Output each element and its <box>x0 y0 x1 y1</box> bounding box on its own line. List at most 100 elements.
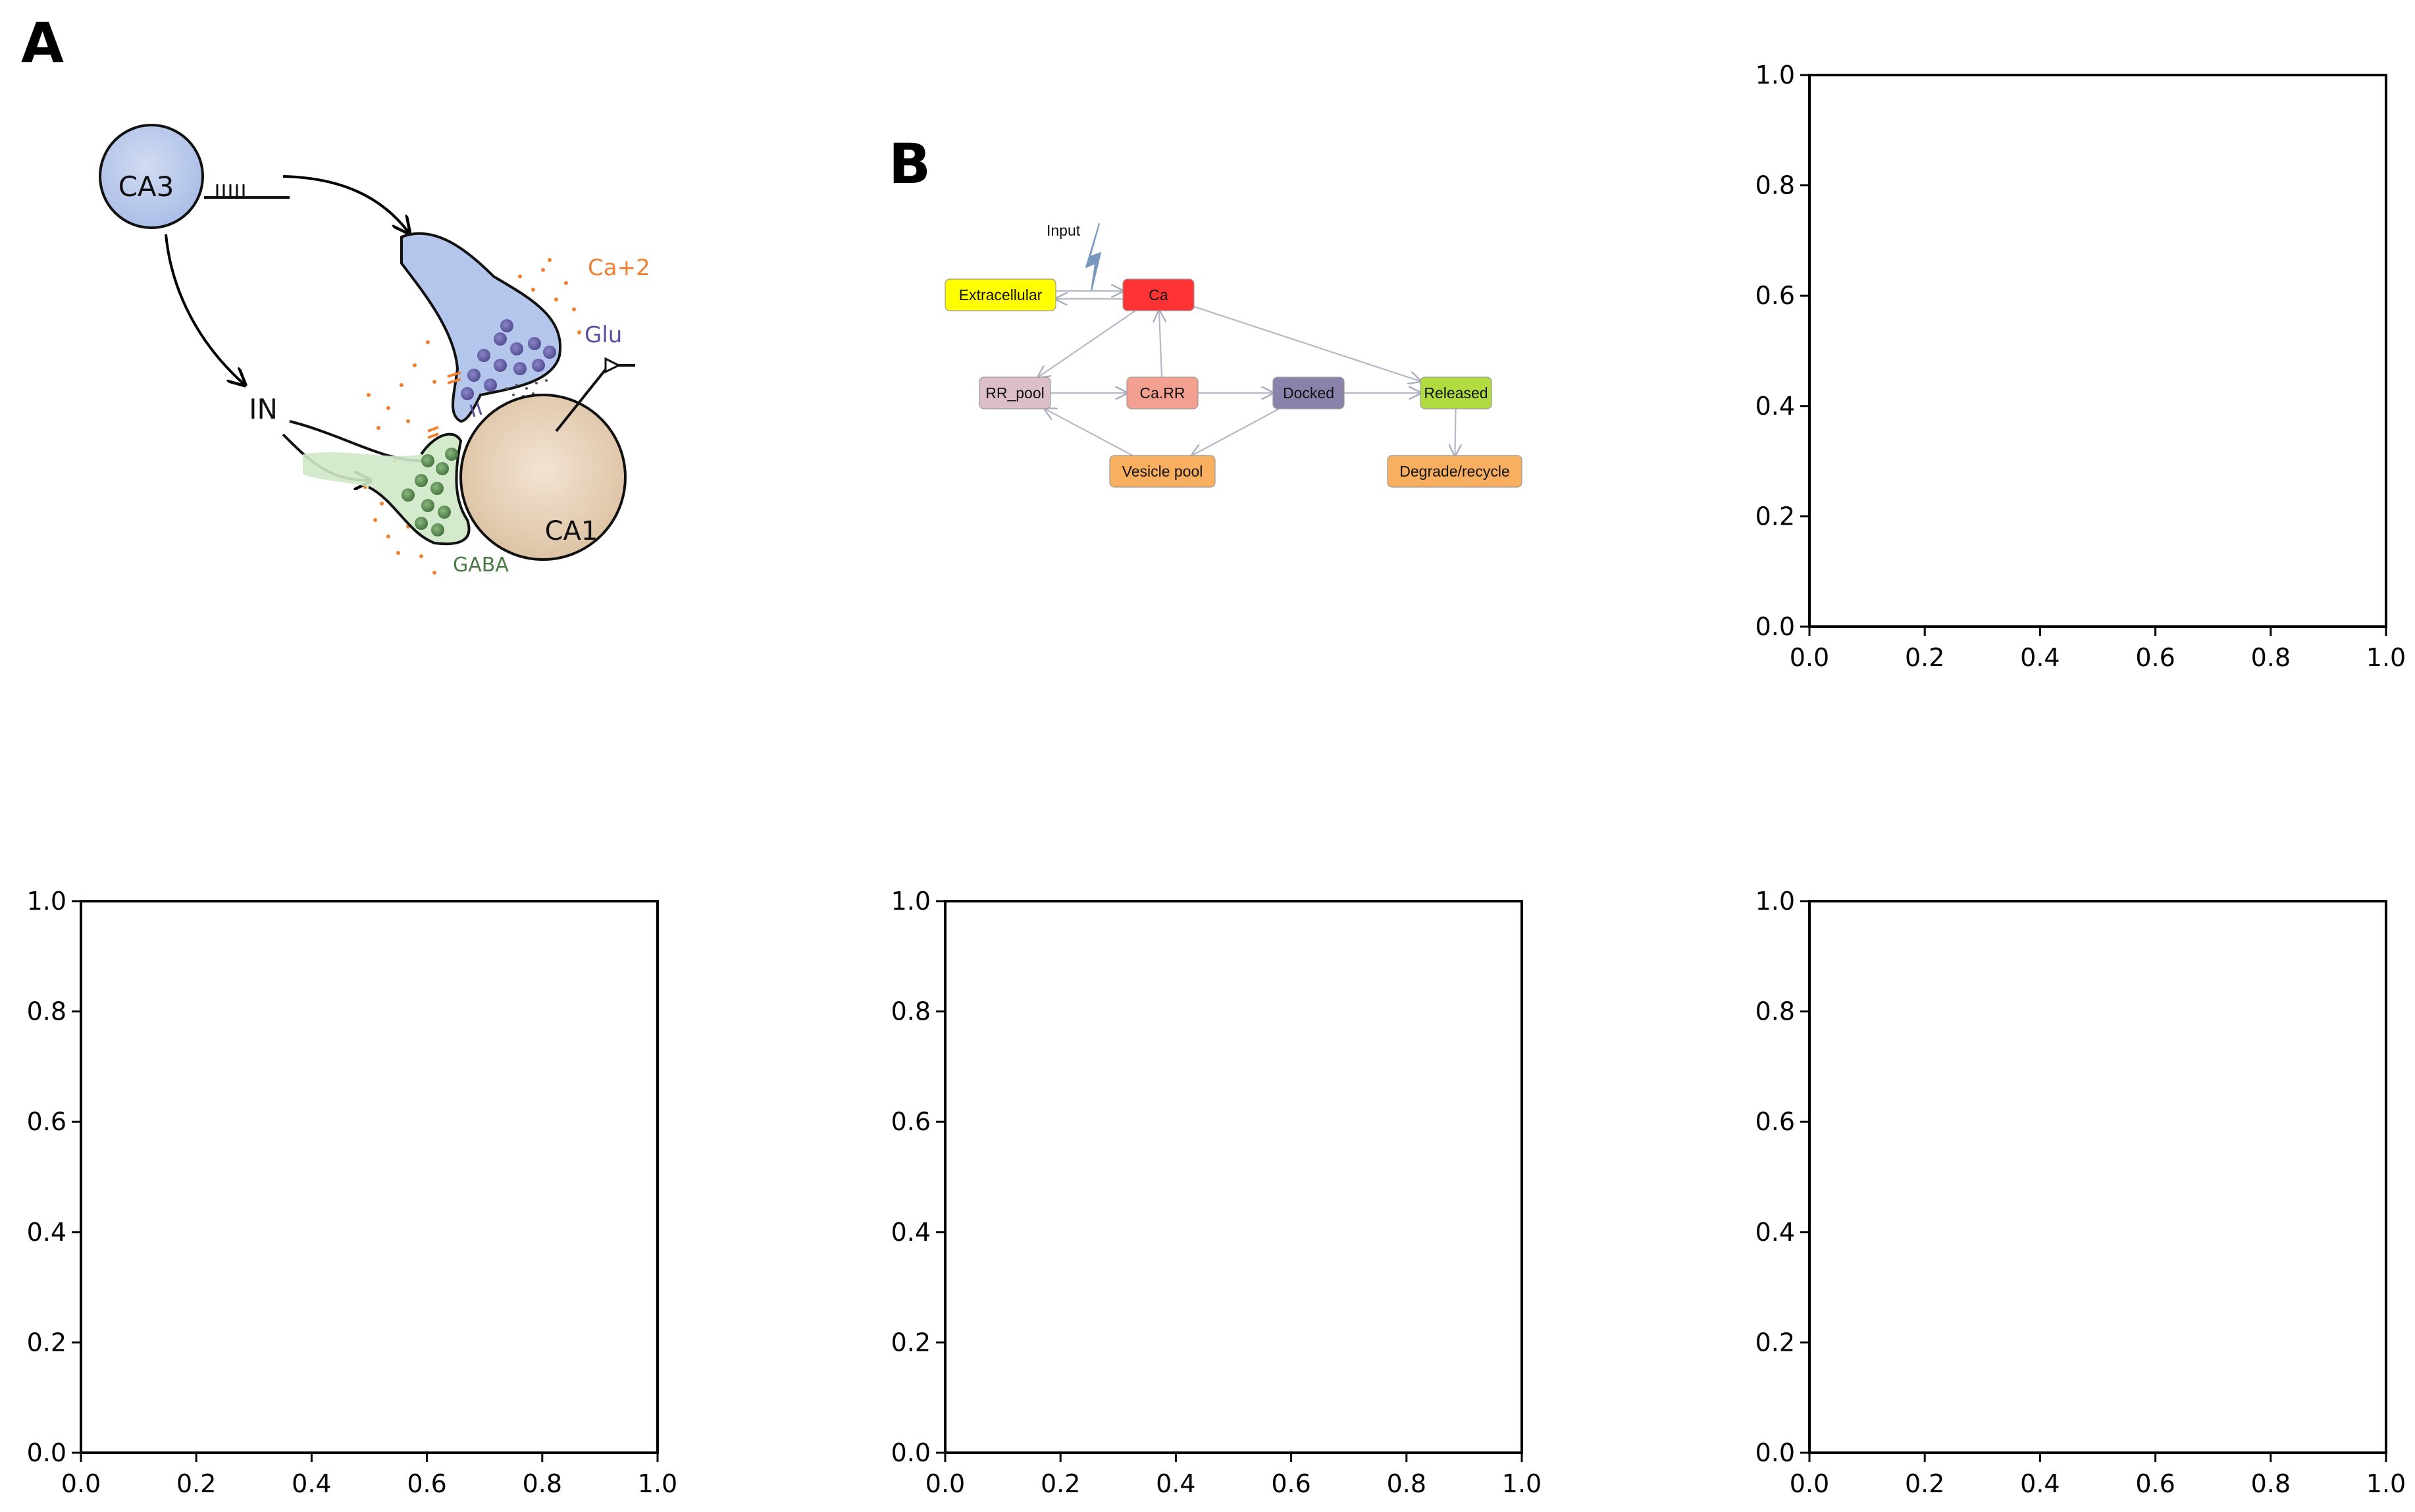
glutamate-label: Glu <box>584 322 622 348</box>
node-released: Released <box>1420 377 1492 409</box>
lightning-input-icon <box>1085 223 1101 292</box>
calcium-dots <box>363 258 581 575</box>
edge-ca_rr-to-ca <box>1159 311 1162 378</box>
node-label-docked: Docked <box>1283 384 1334 402</box>
empty-axes: 0.0 0.2 0.4 0.6 0.8 1.00.00.20.40.60.81.00.0 0… <box>27 61 2406 1498</box>
axes-frame <box>80 900 659 1454</box>
x-tick-label: 0.0 <box>1790 1469 1829 1498</box>
x-tick-label: 0.8 <box>1387 1469 1426 1498</box>
x-tick-label: 0.6 <box>1271 1469 1311 1498</box>
axes-4: 0.0 0.2 0.4 0.6 0.8 1.0 0.0 0.2 0.4 0.6 0.8 1.0 <box>1755 887 2406 1498</box>
y-tick-label: 0.8 <box>27 997 66 1026</box>
node-label-rr_pool: RR_pool <box>985 384 1045 402</box>
input-label: Input <box>1047 222 1081 239</box>
ca3-bouton <box>400 232 562 423</box>
y-tick-label: 0.6 <box>1755 1107 1795 1136</box>
gaba-label: GABA <box>453 554 509 577</box>
panel-b-letter: B <box>889 132 931 196</box>
x-tick-label: 0.8 <box>2251 643 2291 672</box>
node-box-ca <box>1122 278 1195 311</box>
y-tick-label: 1.0 <box>1755 887 1795 916</box>
calcium-channel-icon <box>427 371 461 439</box>
node-label-released: Released <box>1424 384 1488 402</box>
x-tick-label: 0.6 <box>2135 1469 2175 1498</box>
node-label-vesicle_pool: Vesicle pool <box>1122 463 1203 480</box>
node-box-released <box>1420 377 1492 409</box>
y-tick-label: 0.0 <box>27 1438 66 1467</box>
x-tick-label: 1.0 <box>1502 1469 1542 1498</box>
in-label: IN <box>249 393 278 425</box>
x-tick-label: 0.2 <box>1905 1469 1944 1498</box>
x-tick-label: 0.4 <box>2020 643 2060 672</box>
gaba-vesicles <box>402 448 458 536</box>
x-tick-label: 0.8 <box>2251 1469 2291 1498</box>
node-box-rr_pool <box>979 377 1051 409</box>
node-docked: Docked <box>1272 377 1345 409</box>
y-tick-label: 0.2 <box>1755 502 1795 531</box>
y-tick-label: 0.8 <box>1755 171 1795 200</box>
axes-frame <box>944 900 1523 1454</box>
spike-train-icon <box>216 184 245 197</box>
ca1-label: CA1 <box>545 516 598 546</box>
panel-a: A CA3 IN <box>21 11 650 577</box>
node-ca: Ca <box>1122 278 1195 311</box>
y-tick-label: 1.0 <box>1755 61 1795 90</box>
node-label-ca: Ca <box>1149 286 1168 303</box>
node-label-ca_rr: Ca.RR <box>1139 384 1185 402</box>
x-tick-label: 0.2 <box>1041 1469 1080 1498</box>
node-box-degrade <box>1387 455 1522 488</box>
panel-b: B Input Extracellular Ca RR_pool Ca.RR Docke… <box>889 132 1522 488</box>
glutamate-vesicles <box>461 319 556 400</box>
x-tick-label: 0.0 <box>925 1469 965 1498</box>
panel-a-letter: A <box>21 11 64 75</box>
y-tick-label: 0.8 <box>1755 997 1795 1026</box>
node-vesicle_pool: Vesicle pool <box>1109 455 1216 488</box>
y-tick-label: 0.4 <box>891 1218 931 1247</box>
x-tick-label: 1.0 <box>2366 1469 2406 1498</box>
x-tick-label: 0.4 <box>292 1469 331 1498</box>
edge-ca-to-released <box>1193 305 1420 381</box>
node-label-extracellular: Extracellular <box>959 286 1043 303</box>
x-tick-label: 0.4 <box>1156 1469 1195 1498</box>
y-tick-label: 0.4 <box>1755 392 1795 421</box>
axes-1: 0.0 0.2 0.4 0.6 0.8 1.0 0.0 0.2 0.4 0.6 0.8 1.0 <box>1755 61 2406 672</box>
y-tick-label: 0.2 <box>891 1328 931 1357</box>
axes-3: 0.0 0.2 0.4 0.6 0.8 1.0 0.0 0.2 0.4 0.6 0.8 1.0 <box>891 887 1542 1498</box>
y-tick-label: 0.6 <box>891 1107 931 1136</box>
ca1-dendrite <box>555 364 610 432</box>
recording-electrode-icon <box>604 357 621 374</box>
y-tick-label: 0.4 <box>27 1218 66 1247</box>
node-box-vesicle_pool <box>1109 455 1216 488</box>
y-tick-label: 0.8 <box>891 997 931 1026</box>
node-ca_rr: Ca.RR <box>1126 377 1199 409</box>
ca3-label: CA3 <box>118 170 174 203</box>
x-tick-label: 0.0 <box>61 1469 101 1498</box>
node-label-degrade: Degrade/recycle <box>1399 463 1509 480</box>
axes-2: 0.0 0.2 0.4 0.6 0.8 1.0 0.0 0.2 0.4 0.6 0.8 1.0 <box>27 887 678 1498</box>
node-box-docked <box>1272 377 1345 409</box>
gaba-bouton-fill <box>303 434 469 544</box>
ca3-to-in-arrow <box>165 234 244 384</box>
node-rr_pool: RR_pool <box>979 377 1051 409</box>
y-tick-label: 0.6 <box>1755 281 1795 310</box>
glutamate-receptor-icon <box>469 402 482 417</box>
y-tick-label: 1.0 <box>891 887 931 916</box>
x-tick-label: 1.0 <box>2366 643 2406 672</box>
x-tick-label: 0.8 <box>523 1469 562 1498</box>
axes-frame <box>1808 900 2387 1454</box>
y-tick-label: 1.0 <box>27 887 66 916</box>
edge-docked-to-vesicle_pool <box>1192 408 1280 456</box>
diagram-edges <box>1038 291 1455 456</box>
node-degrade: Degrade/recycle <box>1387 455 1522 488</box>
y-tick-label: 0.6 <box>27 1107 66 1136</box>
ca3-cell: CA3 <box>99 124 290 229</box>
axes-frame <box>1808 74 2387 628</box>
node-box-ca_rr <box>1126 377 1199 409</box>
x-tick-label: 0.4 <box>2020 1469 2060 1498</box>
y-tick-label: 0.0 <box>891 1438 931 1467</box>
x-tick-label: 0.2 <box>1905 643 1944 672</box>
gaba-bouton-outline <box>368 432 471 546</box>
y-tick-label: 0.0 <box>1755 612 1795 641</box>
ca1-cell: CA1 <box>459 357 635 561</box>
